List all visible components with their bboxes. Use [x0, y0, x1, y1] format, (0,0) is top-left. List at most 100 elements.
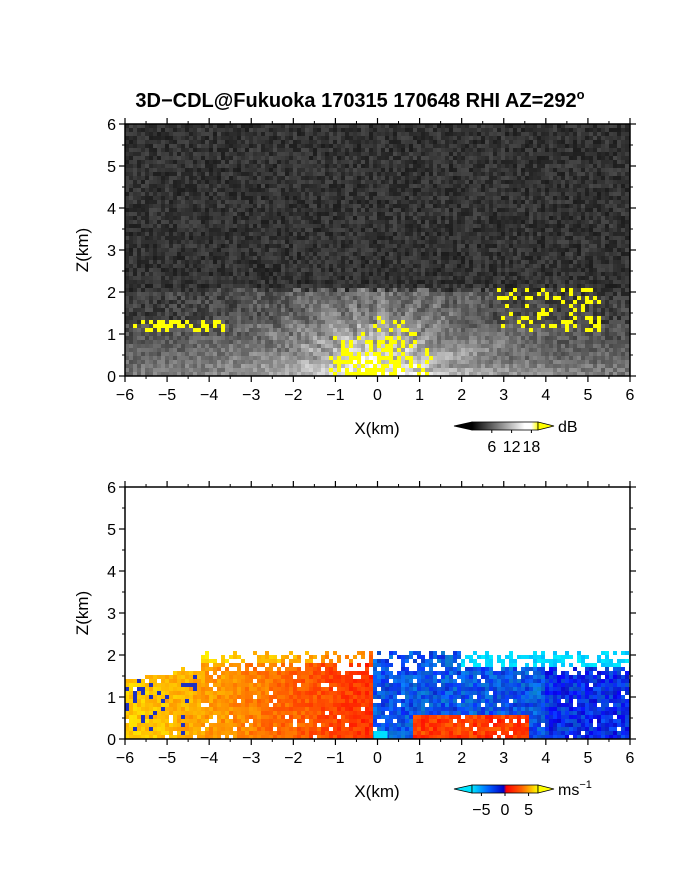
reflectivity-cell [593, 256, 597, 260]
reflectivity-cell [445, 176, 449, 180]
reflectivity-cell [477, 160, 481, 164]
reflectivity-cell [525, 132, 529, 136]
reflectivity-cell [137, 180, 141, 184]
reflectivity-cell [505, 148, 509, 152]
reflectivity-cell [125, 144, 129, 148]
reflectivity-cell [189, 248, 193, 252]
reflectivity-cell [229, 268, 233, 272]
reflectivity-cell [553, 184, 557, 188]
reflectivity-cell [477, 172, 481, 176]
reflectivity-cell [477, 148, 481, 152]
reflectivity-cell [569, 148, 573, 152]
reflectivity-cell [557, 256, 561, 260]
reflectivity-cell [361, 128, 365, 132]
reflectivity-cell [213, 196, 217, 200]
reflectivity-cell [617, 216, 621, 220]
reflectivity-cell [545, 228, 549, 232]
reflectivity-cell [189, 232, 193, 236]
reflectivity-cell [241, 196, 245, 200]
reflectivity-cell [349, 208, 353, 212]
reflectivity-cell [249, 196, 253, 200]
reflectivity-cell [269, 244, 273, 248]
reflectivity-cell [469, 272, 473, 276]
reflectivity-cell [553, 172, 557, 176]
reflectivity-cell [557, 180, 561, 184]
reflectivity-cell [577, 144, 581, 148]
reflectivity-cell [473, 156, 477, 160]
reflectivity-cell [501, 168, 505, 172]
reflectivity-cell [149, 176, 153, 180]
reflectivity-cell [333, 188, 337, 192]
reflectivity-cell [353, 236, 357, 240]
reflectivity-cell [277, 252, 281, 256]
reflectivity-cell [613, 176, 617, 180]
reflectivity-cell [397, 148, 401, 152]
reflectivity-cell [165, 176, 169, 180]
reflectivity-cell [497, 272, 501, 276]
reflectivity-cell [549, 268, 553, 272]
reflectivity-cell [237, 252, 241, 256]
reflectivity-cell [245, 192, 249, 196]
reflectivity-cell [493, 128, 497, 132]
reflectivity-cell [141, 136, 145, 140]
reflectivity-cell [541, 128, 545, 132]
reflectivity-cell [153, 228, 157, 232]
reflectivity-cell [469, 204, 473, 208]
reflectivity-cell [349, 180, 353, 184]
reflectivity-cell [421, 240, 425, 244]
reflectivity-cell [289, 168, 293, 172]
reflectivity-cell [221, 192, 225, 196]
reflectivity-cell [513, 236, 517, 240]
reflectivity-cell [409, 216, 413, 220]
reflectivity-cell [605, 276, 609, 280]
reflectivity-cell [293, 252, 297, 256]
reflectivity-cell [409, 140, 413, 144]
reflectivity-cell [253, 168, 257, 172]
reflectivity-cell [541, 140, 545, 144]
reflectivity-cell [609, 168, 613, 172]
reflectivity-cell [453, 156, 457, 160]
reflectivity-cell [461, 260, 465, 264]
reflectivity-cell [357, 128, 361, 132]
reflectivity-cell [413, 124, 417, 128]
reflectivity-cell [233, 264, 237, 268]
reflectivity-cell [249, 180, 253, 184]
reflectivity-cell [457, 204, 461, 208]
reflectivity-cell [177, 228, 181, 232]
reflectivity-cell [285, 252, 289, 256]
reflectivity-cell [157, 268, 161, 272]
reflectivity-cell [185, 180, 189, 184]
reflectivity-cell [529, 124, 533, 128]
reflectivity-cell [369, 156, 373, 160]
reflectivity-cell [413, 212, 417, 216]
reflectivity-cell [549, 128, 553, 132]
reflectivity-cell [317, 156, 321, 160]
reflectivity-cell [497, 180, 501, 184]
reflectivity-cell [153, 140, 157, 144]
reflectivity-cell [429, 268, 433, 272]
reflectivity-cell [397, 180, 401, 184]
reflectivity-cell [381, 236, 385, 240]
reflectivity-cell [533, 132, 537, 136]
reflectivity-cell [417, 196, 421, 200]
reflectivity-cell [365, 276, 369, 280]
reflectivity-cell [133, 132, 137, 136]
reflectivity-cell [477, 188, 481, 192]
reflectivity-cell [149, 192, 153, 196]
reflectivity-cell [249, 240, 253, 244]
reflectivity-cell [349, 168, 353, 172]
reflectivity-cell [161, 188, 165, 192]
reflectivity-cell [169, 148, 173, 152]
reflectivity-cell [489, 224, 493, 228]
reflectivity-cell [165, 244, 169, 248]
reflectivity-cell [485, 128, 489, 132]
reflectivity-cell [581, 220, 585, 224]
reflectivity-cell [349, 232, 353, 236]
reflectivity-cell [349, 124, 353, 128]
reflectivity-cell [605, 160, 609, 164]
reflectivity-cell [429, 260, 433, 264]
reflectivity-cell [393, 248, 397, 252]
reflectivity-cell [557, 148, 561, 152]
reflectivity-cell [197, 148, 201, 152]
reflectivity-cell [345, 228, 349, 232]
